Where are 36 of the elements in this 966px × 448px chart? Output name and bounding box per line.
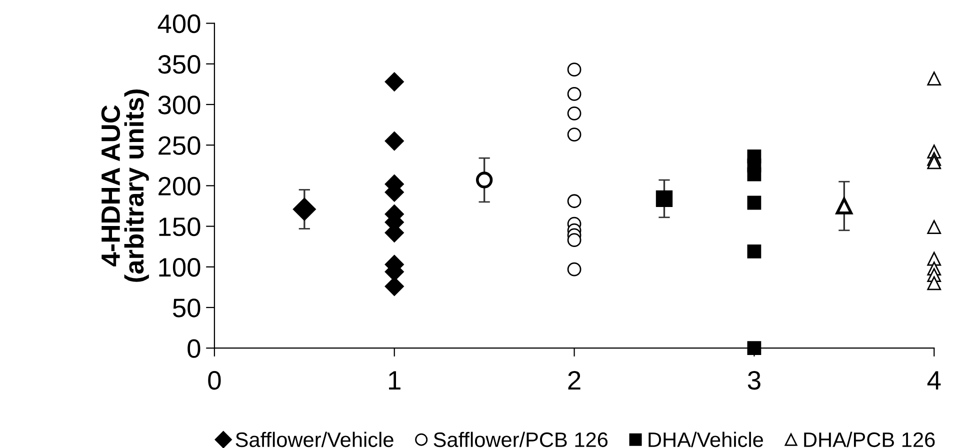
point [927, 220, 942, 234]
point [567, 262, 582, 276]
y-tick-label: 300 [158, 96, 200, 114]
y-axis-title: 4-HDHA AUC (arbitrary units) [101, 89, 149, 282]
x-tick-label: 0 [208, 371, 221, 390]
point [567, 128, 582, 142]
point [747, 341, 762, 356]
y-tick-label: 200 [158, 176, 200, 196]
y-tick-label: 400 [158, 14, 200, 34]
y-tick-label: 250 [158, 136, 200, 155]
y-tick-label: 350 [158, 55, 200, 74]
point [384, 132, 404, 151]
legend-label: DHA/Vehicle [648, 432, 764, 448]
y-tick-label: 50 [172, 298, 200, 318]
point [927, 72, 942, 86]
point [747, 167, 762, 182]
point [567, 233, 582, 248]
point [567, 106, 582, 120]
point [927, 276, 942, 290]
point [747, 196, 762, 210]
point [384, 72, 404, 92]
point [567, 62, 582, 77]
y-tick-label: 0 [188, 339, 200, 358]
legend-label: DHA/PCB 126 [804, 432, 935, 448]
x-tick-label: 4 [927, 371, 941, 390]
point [567, 194, 582, 208]
point [927, 155, 942, 170]
x-tick-label: 1 [389, 371, 400, 390]
legend-label: Safflower/Vehicle [236, 432, 394, 448]
y-tick-label: 100 [159, 258, 200, 277]
legend-label: Safflower/PCB 126 [434, 432, 608, 448]
x-tick-label: 2 [568, 371, 580, 390]
point [567, 86, 582, 101]
y-tick-label: 150 [159, 217, 200, 236]
point [747, 244, 762, 258]
x-tick-label: 3 [748, 371, 760, 390]
